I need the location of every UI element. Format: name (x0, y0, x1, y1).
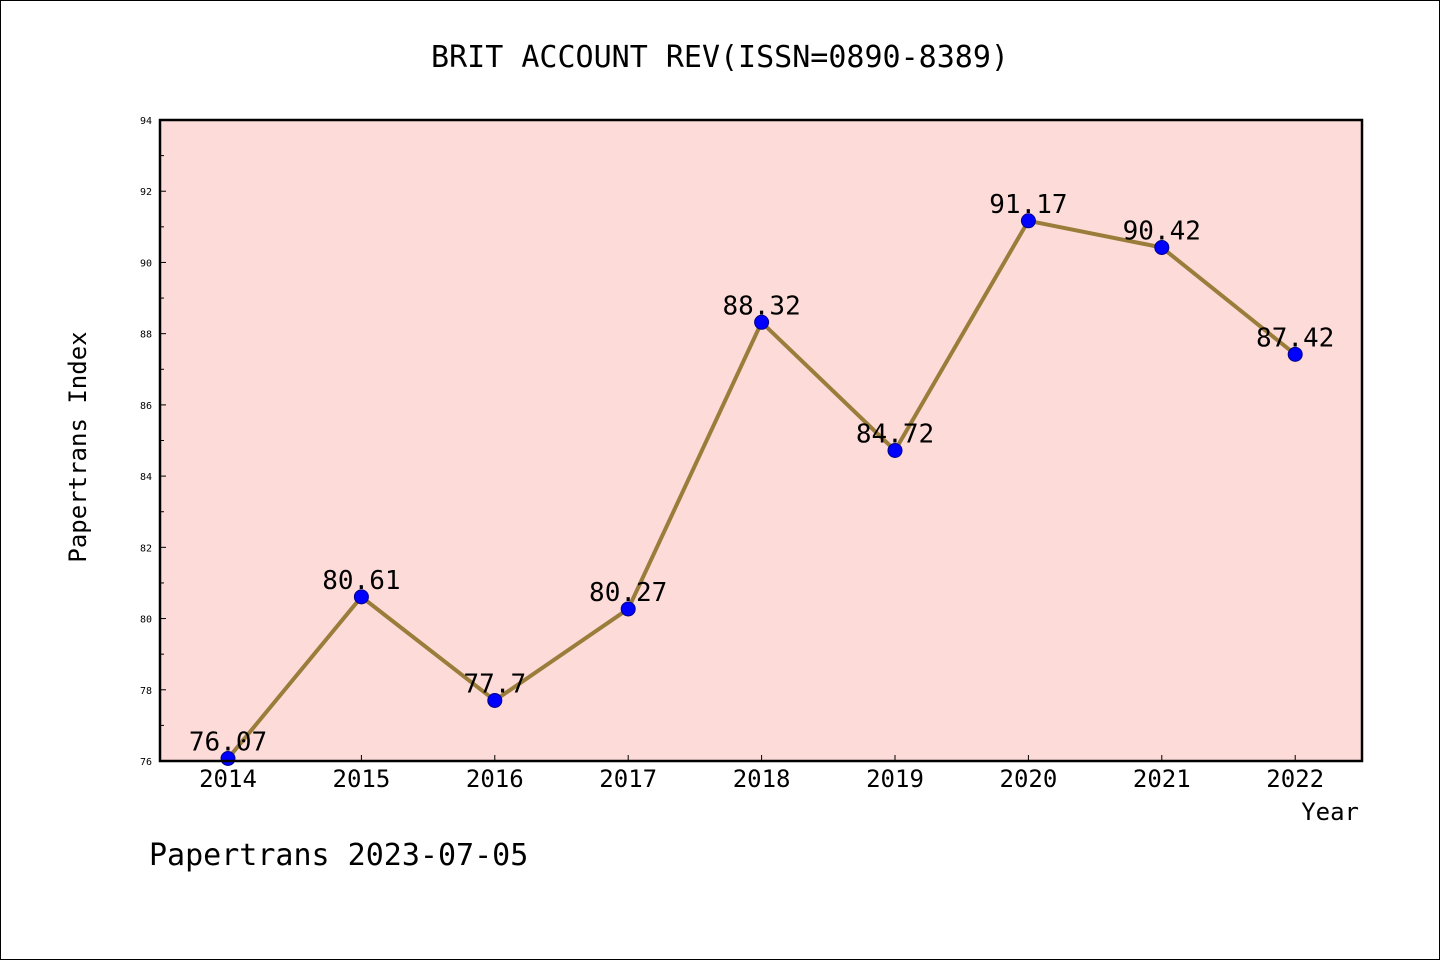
x-tick-label: 2014 (199, 765, 257, 793)
x-tick-label: 2018 (733, 765, 791, 793)
x-tick-label: 2016 (466, 765, 524, 793)
data-point (353, 589, 369, 605)
y-tick-label: 86 (140, 401, 152, 412)
x-tick-label: 2017 (599, 765, 657, 793)
plot-background (160, 120, 1362, 761)
footer-text: Papertrans 2023-07-05 (149, 838, 528, 873)
x-tick-label: 2021 (1133, 765, 1191, 793)
y-tick-label: 76 (140, 757, 152, 768)
y-axis-label: Papertrans Index (64, 331, 92, 562)
x-tick-label: 2022 (1266, 765, 1324, 793)
y-tick-label: 94 (140, 116, 152, 127)
y-tick-label: 88 (140, 330, 152, 341)
y-tick-label: 80 (140, 615, 152, 626)
y-tick-label: 84 (140, 472, 152, 483)
y-tick-label: 82 (140, 543, 152, 554)
data-point (220, 751, 236, 767)
data-point (754, 314, 770, 330)
y-tick-label: 90 (140, 258, 152, 269)
data-point (887, 442, 903, 458)
data-point (620, 601, 636, 617)
plot-border (158, 118, 1364, 763)
data-point (487, 692, 503, 708)
data-point (1154, 239, 1170, 255)
x-tick-label: 2019 (866, 765, 924, 793)
x-tick-label: 2015 (333, 765, 391, 793)
chart-title: BRIT ACCOUNT REV(ISSN=0890-8389) (431, 40, 1009, 75)
x-axis-label: Year (1301, 798, 1359, 826)
y-tick-label: 92 (140, 187, 152, 198)
data-point (1287, 346, 1303, 362)
x-tick-label: 2020 (1000, 765, 1058, 793)
y-tick-label: 78 (140, 686, 152, 697)
data-point (1020, 213, 1036, 229)
